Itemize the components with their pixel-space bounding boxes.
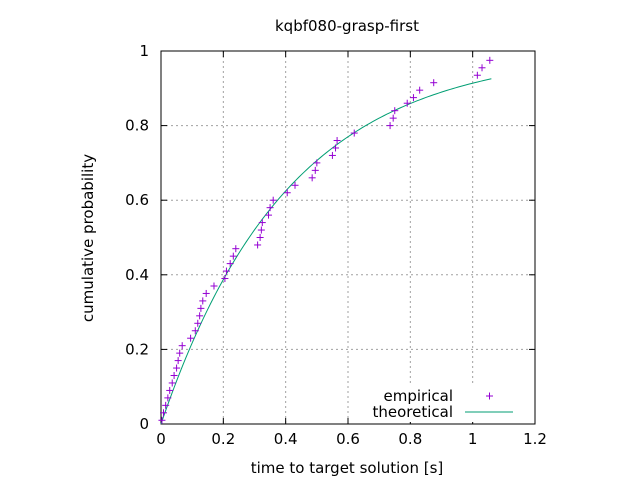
empirical-point (226, 260, 234, 268)
grid (161, 51, 535, 424)
empirical-point (257, 226, 265, 234)
empirical-point (256, 234, 264, 241)
empirical-point (174, 357, 182, 365)
empirical-point (194, 319, 202, 327)
empirical-point (158, 416, 166, 424)
empirical-point (389, 114, 397, 122)
empirical-point (166, 386, 174, 394)
empirical-point (187, 334, 195, 342)
y-tick-label: 0.4 (125, 266, 149, 284)
x-tick-label: 0.4 (274, 430, 298, 448)
empirical-point (178, 342, 186, 350)
legend-label-theoretical: theoretical (372, 403, 453, 421)
empirical-point (199, 297, 207, 305)
empirical-point (173, 364, 181, 372)
empirical-point (222, 267, 230, 275)
empirical-point (416, 86, 424, 94)
empirical-point (311, 166, 319, 174)
empirical-point (350, 129, 358, 137)
x-tick-label: 0.2 (211, 430, 235, 448)
axis-ticks: 0 0.2 0.4 0.6 0.8 1 1.2 0 0.2 0.4 0.6 0.8 1 (125, 42, 547, 448)
x-tick-label: 1 (468, 430, 478, 448)
empirical-point (391, 107, 399, 115)
empirical-point (478, 64, 486, 72)
empirical-point (291, 181, 299, 189)
empirical-point (313, 159, 321, 167)
empirical-point (328, 151, 336, 159)
empirical-point (265, 211, 273, 219)
empirical-point (403, 99, 411, 107)
y-tick-label: 0.6 (125, 191, 149, 209)
empirical-point (170, 372, 178, 380)
theoretical-curve (160, 78, 492, 425)
empirical-point (409, 94, 417, 102)
x-tick-label: 0 (156, 430, 166, 448)
empirical-point (430, 79, 438, 87)
empirical-point (176, 349, 184, 357)
empirical-point (191, 327, 199, 335)
empirical-point (283, 189, 291, 197)
chart-title: kqbf080-grasp-first (275, 17, 419, 35)
x-axis-label: time to target solution [s] (251, 459, 444, 477)
legend-background (349, 384, 533, 422)
theoretical-series (160, 78, 492, 425)
empirical-point (332, 144, 340, 152)
empirical-point (229, 252, 237, 260)
x-tick-label: 0.8 (398, 430, 422, 448)
empirical-point (221, 275, 229, 283)
empirical-point (254, 241, 262, 249)
empirical-point (232, 245, 240, 253)
empirical-point (168, 379, 176, 387)
empirical-point (164, 394, 172, 402)
x-tick-label: 1.2 (523, 430, 547, 448)
legend-label-empirical: empirical (384, 387, 453, 405)
empirical-point (162, 401, 170, 409)
y-tick-label: 0 (139, 415, 149, 433)
empirical-point (197, 304, 205, 312)
y-tick-label: 0.2 (125, 340, 149, 358)
empirical-point (386, 122, 394, 130)
empirical-point (196, 312, 204, 320)
empirical-point (210, 282, 218, 290)
empirical-point (308, 174, 316, 182)
legend-marker-empirical (486, 392, 493, 400)
empirical-point (473, 71, 481, 79)
y-axis-label: cumulative probability (79, 154, 97, 322)
empirical-series (158, 56, 494, 424)
empirical-point (269, 196, 277, 204)
empirical-point (266, 204, 274, 212)
empirical-point (202, 289, 210, 297)
x-tick-label: 0.6 (336, 430, 360, 448)
y-tick-label: 1 (139, 42, 149, 60)
y-tick-label: 0.8 (125, 117, 149, 135)
empirical-point (159, 409, 167, 417)
empirical-point (333, 137, 341, 145)
empirical-point (258, 219, 266, 227)
empirical-point (486, 56, 494, 64)
